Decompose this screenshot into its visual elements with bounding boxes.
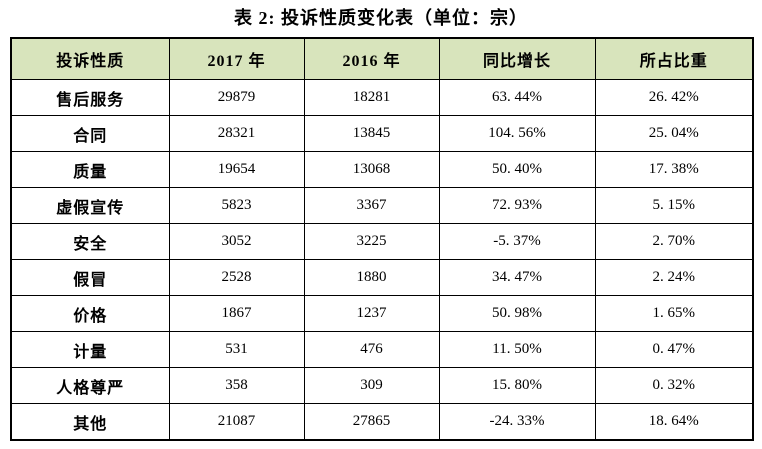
cell-yoy: 72. 93% [438,187,596,224]
cell-2017: 19654 [168,151,305,188]
cell-2016: 309 [303,367,440,404]
cell-2017: 29879 [168,79,305,116]
cell-share: 26. 42% [594,79,754,116]
cell-2016: 1880 [303,259,440,296]
row-label: 合同 [10,115,170,152]
table-row: 质量 19654 13068 50. 40% 17. 38% [10,151,754,188]
cell-2017: 2528 [168,259,305,296]
table-row: 安全 3052 3225 -5. 37% 2. 70% [10,223,754,260]
cell-2017: 5823 [168,187,305,224]
cell-2017: 531 [168,331,305,368]
header-2017: 2017 年 [168,37,305,80]
cell-yoy: -24. 33% [438,403,596,441]
cell-yoy: 15. 80% [438,367,596,404]
row-label: 价格 [10,295,170,332]
table-row: 计量 531 476 11. 50% 0. 47% [10,331,754,368]
header-2016: 2016 年 [303,37,440,80]
cell-share: 1. 65% [594,295,754,332]
cell-2016: 3367 [303,187,440,224]
cell-2016: 18281 [303,79,440,116]
cell-share: 18. 64% [594,403,754,441]
cell-yoy: 104. 56% [438,115,596,152]
header-share: 所占比重 [594,37,754,80]
cell-2017: 358 [168,367,305,404]
row-label: 人格尊严 [10,367,170,404]
table-row: 合同 28321 13845 104. 56% 25. 04% [10,115,754,152]
row-label: 质量 [10,151,170,188]
cell-yoy: 50. 98% [438,295,596,332]
header-row: 投诉性质 2017 年 2016 年 同比增长 所占比重 [10,37,754,80]
page-title: 表 2: 投诉性质变化表（单位：宗） [234,8,528,28]
cell-2017: 3052 [168,223,305,260]
cell-share: 0. 32% [594,367,754,404]
cell-2016: 27865 [303,403,440,441]
cell-share: 0. 47% [594,331,754,368]
cell-2017: 28321 [168,115,305,152]
cell-yoy: 11. 50% [438,331,596,368]
header-yoy-growth: 同比增长 [438,37,596,80]
row-label: 售后服务 [10,79,170,116]
table-row: 假冒 2528 1880 34. 47% 2. 24% [10,259,754,296]
complaint-nature-table: 投诉性质 2017 年 2016 年 同比增长 所占比重 售后服务 29879 … [10,37,754,441]
header-category: 投诉性质 [10,37,170,80]
cell-2016: 476 [303,331,440,368]
cell-yoy: -5. 37% [438,223,596,260]
table-row: 价格 1867 1237 50. 98% 1. 65% [10,295,754,332]
row-label: 计量 [10,331,170,368]
cell-share: 25. 04% [594,115,754,152]
cell-share: 2. 24% [594,259,754,296]
cell-2016: 13845 [303,115,440,152]
table-row: 售后服务 29879 18281 63. 44% 26. 42% [10,79,754,116]
cell-2017: 21087 [168,403,305,441]
cell-yoy: 63. 44% [438,79,596,116]
row-label: 假冒 [10,259,170,296]
cell-share: 17. 38% [594,151,754,188]
table-row: 人格尊严 358 309 15. 80% 0. 32% [10,367,754,404]
table-row: 虚假宣传 5823 3367 72. 93% 5. 15% [10,187,754,224]
cell-share: 2. 70% [594,223,754,260]
cell-share: 5. 15% [594,187,754,224]
cell-2016: 3225 [303,223,440,260]
cell-2016: 13068 [303,151,440,188]
row-label: 其他 [10,403,170,441]
cell-yoy: 50. 40% [438,151,596,188]
row-label: 虚假宣传 [10,187,170,224]
cell-2016: 1237 [303,295,440,332]
cell-2017: 1867 [168,295,305,332]
cell-yoy: 34. 47% [438,259,596,296]
row-label: 安全 [10,223,170,260]
table-row: 其他 21087 27865 -24. 33% 18. 64% [10,403,754,441]
